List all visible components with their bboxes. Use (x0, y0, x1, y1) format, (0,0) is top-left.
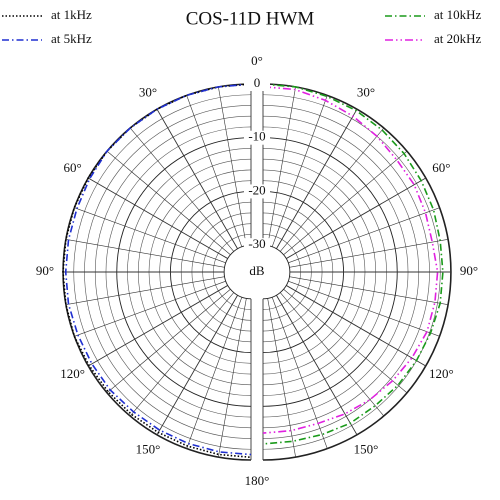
theta-tick-label: 150° (354, 441, 379, 456)
label-bg (244, 238, 270, 253)
theta-tick-label: 60° (432, 160, 450, 175)
grid-spoke (286, 177, 427, 259)
grid-ring (262, 244, 291, 300)
r-tick-label: 0 (254, 75, 261, 90)
grid-spoke (283, 289, 408, 394)
theta-tick-label: 150° (136, 441, 161, 456)
grid-spoke (286, 285, 427, 367)
grid-spoke (288, 280, 440, 337)
grid-spoke (218, 86, 247, 246)
grid-spoke (156, 108, 238, 249)
grid-spoke (106, 289, 231, 394)
legend-label: at 10kHz (434, 7, 482, 22)
theta-tick-label: 90° (460, 263, 478, 278)
grid-spoke (267, 86, 296, 246)
grid-spoke (218, 298, 247, 458)
grid-spoke (65, 239, 225, 268)
grid-spoke (280, 292, 385, 417)
series-line (62, 83, 252, 459)
theta-tick-label: 180° (245, 473, 270, 488)
grid-spoke (74, 207, 226, 264)
r-tick-label: -10 (248, 129, 265, 144)
grid-spoke (289, 276, 449, 305)
grid-spoke (288, 207, 440, 264)
theta-tick-label: 60° (63, 160, 81, 175)
grid-spoke (65, 276, 225, 305)
grid-spoke (129, 127, 234, 252)
legend-label: at 5kHz (51, 31, 92, 46)
grid-ring (223, 244, 252, 300)
theta-tick-label: 0° (251, 53, 263, 68)
grid-spoke (271, 95, 328, 247)
grid-spoke (276, 108, 358, 249)
grid-spoke (283, 150, 408, 255)
label-bg (244, 77, 270, 91)
series-line (262, 83, 444, 445)
label-bg (244, 184, 270, 199)
series-line (262, 85, 439, 434)
theta-tick-label: 120° (60, 366, 85, 381)
grid-spoke (289, 239, 449, 268)
theta-tick-label: 30° (139, 85, 157, 100)
label-bg (246, 264, 268, 280)
label-bg (244, 130, 270, 145)
grid-spoke (87, 177, 228, 259)
theta-tick-label: 120° (429, 366, 454, 381)
grid-spoke (129, 292, 234, 417)
grid-spoke (186, 297, 243, 449)
theta-tick-label: 30° (357, 85, 375, 100)
grid-spoke (276, 295, 358, 436)
grid-spoke (271, 297, 328, 449)
grid-spoke (267, 298, 296, 458)
r-axis-label: dB (249, 263, 265, 278)
r-tick-label: -30 (248, 236, 265, 251)
r-tick-label: -20 (248, 182, 265, 197)
legend-label: at 20kHz (434, 31, 482, 46)
grid-spoke (186, 95, 243, 247)
chart-title: COS-11D HWM (186, 8, 315, 29)
theta-tick-label: 90° (36, 263, 54, 278)
series-line (64, 83, 252, 456)
legend-label: at 1kHz (51, 7, 92, 22)
grid-spoke (87, 285, 228, 367)
grid-spoke (280, 127, 385, 252)
grid-spoke (74, 280, 226, 337)
grid-spoke (156, 295, 238, 436)
grid-spoke (106, 150, 231, 255)
